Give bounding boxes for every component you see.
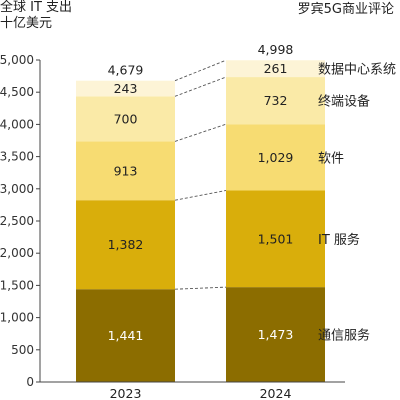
y-tick-label: 3,000 — [0, 182, 34, 196]
connector-line — [174, 59, 227, 82]
y-tick-label: 3,500 — [0, 150, 34, 164]
total-label: 4,679 — [108, 63, 144, 78]
bar-segment — [76, 141, 175, 201]
x-tick-label: 2023 — [110, 386, 142, 400]
data-label: 700 — [114, 111, 138, 126]
series-label: 通信服务 — [318, 328, 370, 344]
connector-line — [174, 190, 227, 201]
connector-line — [174, 76, 227, 97]
data-label: 1,441 — [108, 328, 144, 343]
x-tick-label: 2024 — [260, 386, 292, 400]
series-label: 数据中心系统 — [318, 63, 396, 78]
series-label: IT 服务 — [318, 232, 360, 248]
data-label: 1,382 — [108, 237, 144, 252]
chart-title-line2: 十亿美元 — [0, 16, 53, 31]
y-tick-label: 2,000 — [0, 246, 34, 260]
y-tick-label: 5,000 — [0, 53, 34, 67]
bar-segment — [76, 80, 175, 97]
data-label: 732 — [264, 93, 288, 108]
total-label: 4,998 — [258, 42, 294, 57]
data-label: 261 — [264, 61, 288, 76]
bar-segment — [226, 60, 325, 78]
bar-segment — [226, 190, 325, 288]
data-label: 913 — [114, 163, 138, 178]
bar-segment — [226, 124, 325, 191]
series-label: 终端设备 — [318, 94, 370, 110]
data-label: 243 — [114, 81, 138, 96]
y-tick-label: 0 — [26, 375, 34, 389]
bar-segment — [76, 96, 175, 142]
bar-segment — [76, 289, 175, 382]
y-tick-label: 4,500 — [0, 85, 34, 99]
data-label: 1,501 — [258, 231, 294, 246]
connector-line — [174, 286, 227, 290]
chart-title-line1: 全球 IT 支出 — [0, 0, 73, 15]
connector-line — [174, 123, 227, 142]
chart-title: 全球 IT 支出 十亿美元 — [0, 0, 72, 32]
bar-segment — [226, 77, 325, 125]
source-label: 罗宾5G商业评论 — [297, 2, 394, 17]
y-tick-label: 1,500 — [0, 278, 34, 292]
y-tick-label: 4,000 — [0, 117, 34, 131]
y-tick-label: 500 — [11, 343, 34, 357]
y-tick-label: 2,500 — [0, 214, 34, 228]
series-label: 软件 — [318, 151, 344, 166]
bar-segment — [76, 200, 175, 290]
bar-segment — [226, 287, 325, 382]
y-tick-label: 1,000 — [0, 311, 34, 325]
data-label: 1,029 — [258, 150, 294, 165]
data-label: 1,473 — [258, 327, 294, 342]
